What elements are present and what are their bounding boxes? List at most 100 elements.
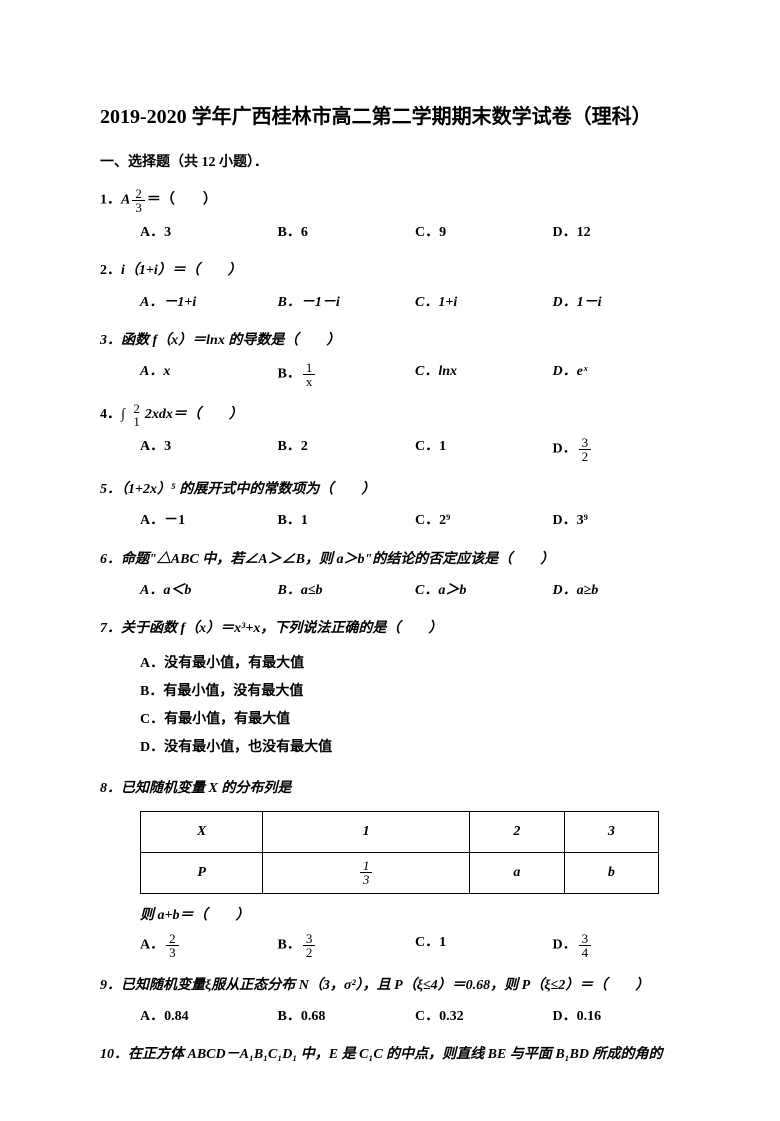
th-1: 1 <box>263 811 470 852</box>
q8-optB-num: 3 <box>303 932 316 946</box>
distribution-table: X 1 2 3 P 13 a b <box>140 811 659 894</box>
q2-optD: D．1－i <box>553 292 691 314</box>
q4-optD-den: 2 <box>579 450 592 463</box>
q5-options: A．－1 B．1 C．2⁹ D．3⁹ <box>100 510 690 532</box>
q3-text: 3．函数 f（x）＝lnx 的导数是（ ） <box>100 333 340 348</box>
q3-optA: A．x <box>140 361 278 388</box>
q2-options: A．－1+i B．－1－i C．1+i D．1－i <box>100 292 690 314</box>
q3-options: A．x B．1x C．lnx D．eˣ <box>100 361 690 388</box>
q8-optD-den: 4 <box>579 946 592 959</box>
q4-stem: 4．∫ 212xdx＝（ ） <box>100 402 690 428</box>
q4-optD: D．32 <box>553 436 691 463</box>
q7-optC: C．有最小值，有最大值 <box>140 706 690 734</box>
p1-num: 1 <box>360 859 373 873</box>
q7-optA: A．没有最小值，有最大值 <box>140 650 690 678</box>
td-p: P <box>141 852 263 893</box>
question-6: 6．命题"△ABC 中，若∠A＞∠B，则 a＞b"的结论的否定应该是（ ） A．… <box>100 547 690 603</box>
q8-stem: 8．已知随机变量 X 的分布列是 <box>100 776 690 801</box>
table-row: X 1 2 3 <box>141 811 659 852</box>
question-10: 10．在正方体 ABCD－A₁B₁C₁D₁ 中，E 是 C₁C 的中点，则直线 … <box>100 1042 690 1067</box>
q9-optA: A．0.84 <box>140 1006 278 1028</box>
p1-den: 3 <box>360 873 373 886</box>
q5-optB: B．1 <box>278 510 416 532</box>
q7-optD: D．没有最小值，也没有最大值 <box>140 734 690 762</box>
q4-optD-label: D． <box>553 442 577 457</box>
q6-optB: B．a≤b <box>278 580 416 602</box>
q1-optC: C．9 <box>415 222 553 244</box>
q9-options: A．0.84 B．0.68 C．0.32 D．0.16 <box>100 1006 690 1028</box>
q3-optC: C．lnx <box>415 361 553 388</box>
table-row: P 13 a b <box>141 852 659 893</box>
q8-optB-label: B． <box>278 937 301 952</box>
q2-expr: i（1+i）＝（ ） <box>121 263 242 278</box>
th-3: 3 <box>564 811 659 852</box>
q7-stem: 7．关于函数 f（x）＝x³+x，下列说法正确的是（ ） <box>100 616 690 641</box>
q6-optC: C．a＞b <box>415 580 553 602</box>
q1-options: A．3 B．6 C．9 D．12 <box>100 222 690 244</box>
q4-optA: A．3 <box>140 436 278 463</box>
q2-optB: B．－1－i <box>278 292 416 314</box>
question-2: 2．i（1+i）＝（ ） A．－1+i B．－1－i C．1+i D．1－i <box>100 258 690 314</box>
q1-optA: A．3 <box>140 222 278 244</box>
td-a: a <box>470 852 565 893</box>
q5-optD: D．3⁹ <box>553 510 691 532</box>
question-9: 9．已知随机变量ξ服从正态分布 N（3，σ²），且 P（ξ≤4）＝0.68，则 … <box>100 973 690 1029</box>
question-7: 7．关于函数 f（x）＝x³+x，下列说法正确的是（ ） A．没有最小值，有最大… <box>100 616 690 761</box>
q4-expr: 2xdx＝（ ） <box>145 407 243 422</box>
q8-options: A．23 B．32 C．1 D．34 <box>100 932 690 959</box>
q8-optA: A．23 <box>140 932 278 959</box>
q4-options: A．3 B．2 C．1 D．32 <box>100 436 690 463</box>
q8-optA-den: 3 <box>166 946 179 959</box>
th-2: 2 <box>470 811 565 852</box>
q5-optC: C．2⁹ <box>415 510 553 532</box>
q8-optD-num: 3 <box>579 932 592 946</box>
q1-tail: ＝（ ） <box>147 193 217 208</box>
exam-page: 2019-2020 学年广西桂林市高二第二学期期末数学试卷（理科） 一、选择题（… <box>0 0 780 1121</box>
q8-optA-label: A． <box>140 937 164 952</box>
td-p1: 13 <box>263 852 470 893</box>
q9-optD: D．0.16 <box>553 1006 691 1028</box>
q5-stem: 5．（1+2x）⁵ 的展开式中的常数项为（ ） <box>100 477 690 502</box>
q2-optC: C．1+i <box>415 292 553 314</box>
q9-stem: 9．已知随机变量ξ服从正态分布 N（3，σ²），且 P（ξ≤4）＝0.68，则 … <box>100 973 690 998</box>
q4-optC: C．1 <box>415 436 553 463</box>
section-heading: 一、选择题（共 12 小题）． <box>100 151 690 171</box>
question-3: 3．函数 f（x）＝lnx 的导数是（ ） A．x B．1x C．lnx D．e… <box>100 328 690 388</box>
q3-optB-label: B． <box>278 367 301 382</box>
q5-optA: A．－1 <box>140 510 278 532</box>
page-title: 2019-2020 学年广西桂林市高二第二学期期末数学试卷（理科） <box>100 100 690 129</box>
q1-num: 1． <box>100 193 121 208</box>
question-1: 1．A23＝（ ） A．3 B．6 C．9 D．12 <box>100 187 690 244</box>
q1-optD: D．12 <box>553 222 691 244</box>
q4-optB: B．2 <box>278 436 416 463</box>
question-8: 8．已知随机变量 X 的分布列是 X 1 2 3 P 13 a b 则 a+b＝… <box>100 776 690 959</box>
q3-optB: B．1x <box>278 361 416 388</box>
q2-optA: A．－1+i <box>140 292 278 314</box>
q8-optB: B．32 <box>278 932 416 959</box>
q3-optB-den: x <box>303 375 316 388</box>
td-b: b <box>564 852 659 893</box>
q8-sub: 则 a+b＝（ ） <box>100 904 690 924</box>
q9-optB: B．0.68 <box>278 1006 416 1028</box>
q7-optB: B．有最小值，没有最大值 <box>140 678 690 706</box>
q3-optB-num: 1 <box>303 361 316 375</box>
q8-optA-num: 2 <box>166 932 179 946</box>
q6-stem: 6．命题"△ABC 中，若∠A＞∠B，则 a＞b"的结论的否定应该是（ ） <box>100 547 690 572</box>
q4-optD-num: 3 <box>579 436 592 450</box>
q6-optD: D．a≥b <box>553 580 691 602</box>
q3-optD: D．eˣ <box>553 361 691 388</box>
q10-stem: 10．在正方体 ABCD－A₁B₁C₁D₁ 中，E 是 C₁C 的中点，则直线 … <box>100 1042 690 1067</box>
q8-optC: C．1 <box>415 932 553 959</box>
q8-optD-label: D． <box>553 937 577 952</box>
q1-stem: 1．A23＝（ ） <box>100 187 690 214</box>
q8-optB-den: 2 <box>303 946 316 959</box>
q6-options: A．a＜b B．a≤b C．a＞b D．a≥b <box>100 580 690 602</box>
question-5: 5．（1+2x）⁵ 的展开式中的常数项为（ ） A．－1 B．1 C．2⁹ D．… <box>100 477 690 533</box>
th-x: X <box>141 811 263 852</box>
q9-optC: C．0.32 <box>415 1006 553 1028</box>
q7-options: A．没有最小值，有最大值 B．有最小值，没有最大值 C．有最小值，有最大值 D．… <box>100 650 690 762</box>
q4-num: 4． <box>100 407 121 422</box>
q2-num: 2． <box>100 263 121 278</box>
q3-stem: 3．函数 f（x）＝lnx 的导数是（ ） <box>100 328 690 353</box>
q1-optB: B．6 <box>278 222 416 244</box>
